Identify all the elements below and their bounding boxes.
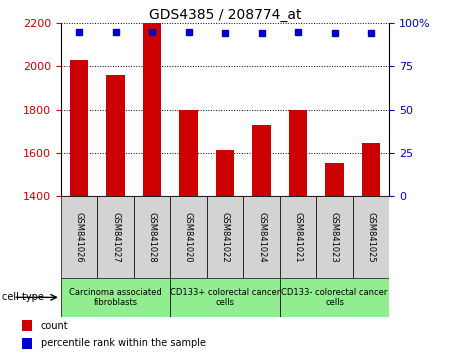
Text: GSM841028: GSM841028: [148, 212, 157, 263]
Bar: [106, 75, 125, 196]
Bar: [97, 196, 134, 278]
Bar: [61, 278, 170, 317]
Text: CD133- colorectal cancer
cells: CD133- colorectal cancer cells: [281, 288, 388, 307]
Text: percentile rank within the sample: percentile rank within the sample: [41, 338, 206, 348]
Bar: [280, 196, 316, 278]
Bar: [243, 196, 280, 278]
Bar: [280, 278, 389, 317]
Bar: [216, 150, 234, 196]
Title: GDS4385 / 208774_at: GDS4385 / 208774_at: [149, 8, 301, 22]
Text: GSM841020: GSM841020: [184, 212, 193, 263]
Bar: [362, 143, 380, 196]
Text: GSM841023: GSM841023: [330, 212, 339, 263]
Bar: [170, 278, 280, 317]
Text: count: count: [41, 321, 68, 331]
Bar: [143, 23, 161, 196]
Bar: [22, 338, 32, 349]
Bar: [289, 110, 307, 196]
Bar: [61, 196, 97, 278]
Bar: [22, 320, 32, 331]
Bar: [70, 60, 88, 196]
Text: GSM841024: GSM841024: [257, 212, 266, 263]
Text: Carcinoma associated
fibroblasts: Carcinoma associated fibroblasts: [69, 288, 162, 307]
Bar: [252, 125, 270, 196]
Bar: [134, 196, 170, 278]
Bar: [180, 110, 198, 196]
Text: cell type: cell type: [2, 292, 44, 302]
Bar: [325, 163, 344, 196]
Text: CD133+ colorectal cancer
cells: CD133+ colorectal cancer cells: [170, 288, 280, 307]
Bar: [170, 196, 207, 278]
Bar: [316, 196, 353, 278]
Bar: [207, 196, 243, 278]
Text: GSM841027: GSM841027: [111, 212, 120, 263]
Text: GSM841026: GSM841026: [75, 212, 84, 263]
Bar: [353, 196, 389, 278]
Text: GSM841025: GSM841025: [366, 212, 375, 263]
Text: GSM841022: GSM841022: [220, 212, 230, 263]
Text: GSM841021: GSM841021: [293, 212, 302, 263]
